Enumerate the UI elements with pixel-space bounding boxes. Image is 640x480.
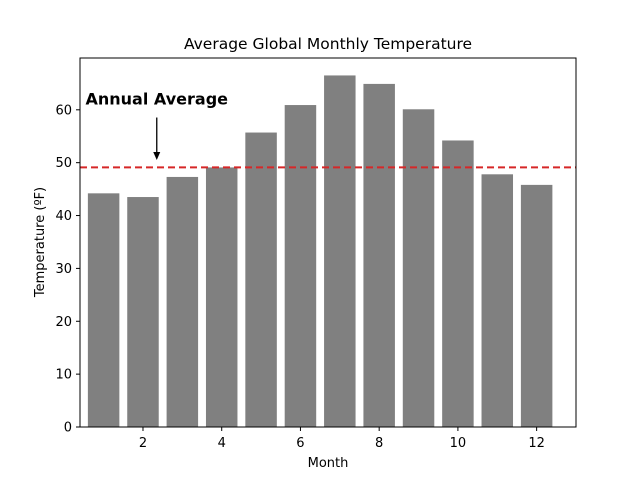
chart-title: Average Global Monthly Temperature (184, 35, 472, 53)
bar-month-3 (166, 176, 199, 427)
bar-month-10 (442, 140, 474, 427)
x-tick-label: 4 (218, 436, 226, 451)
y-tick-label: 40 (55, 209, 72, 224)
y-tick-label: 0 (64, 421, 72, 436)
bar-month-9 (402, 109, 435, 428)
x-tick-label: 12 (528, 436, 545, 451)
bar-month-7 (324, 75, 356, 427)
x-axis: 2 4 6 8 10 12 (139, 427, 545, 451)
annotation-text: Annual Average (86, 90, 229, 109)
bar-month-8 (363, 83, 395, 427)
bars-group (87, 75, 553, 428)
x-axis-title: Month (308, 456, 349, 471)
annotation-group: Annual Average (86, 90, 229, 161)
x-tick-label: 10 (450, 436, 467, 451)
y-tick-label: 30 (55, 262, 72, 277)
x-tick-label: 2 (139, 436, 147, 451)
bar-month-12 (520, 184, 553, 427)
y-tick-label: 10 (55, 368, 72, 383)
annotation-arrow-head (153, 152, 161, 161)
bar-month-1 (87, 193, 120, 427)
x-tick-label: 6 (296, 436, 304, 451)
bar-month-4 (205, 167, 238, 428)
bar-month-6 (284, 105, 317, 427)
y-axis-title: Temperature (ºF) (33, 187, 48, 298)
y-tick-label: 50 (55, 156, 72, 171)
bar-month-5 (245, 132, 277, 428)
y-tick-label: 20 (55, 315, 72, 330)
bar-month-2 (127, 197, 159, 427)
plot-area-frame (79, 57, 577, 428)
bar-month-11 (481, 174, 514, 427)
y-tick-label: 60 (55, 103, 72, 118)
y-axis: 0 10 20 30 40 50 60 (55, 103, 80, 436)
x-tick-label: 8 (375, 436, 383, 451)
